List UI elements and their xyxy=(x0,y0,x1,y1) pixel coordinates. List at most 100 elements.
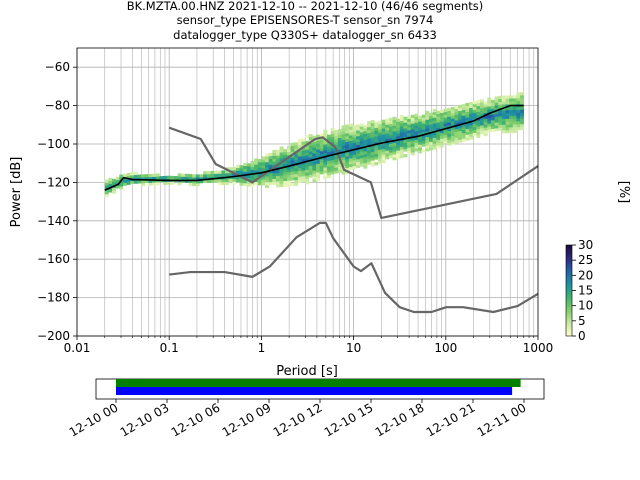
density-cell xyxy=(465,108,470,112)
density-cell xyxy=(286,177,291,181)
density-cell xyxy=(363,162,368,166)
density-cell xyxy=(148,176,153,180)
density-cell xyxy=(363,153,368,158)
density-cell xyxy=(294,179,299,183)
density-cell xyxy=(505,127,510,131)
density-cell xyxy=(316,154,320,159)
density-cell xyxy=(494,125,499,129)
density-cell xyxy=(305,135,310,139)
density-cell xyxy=(345,138,350,143)
density-cell xyxy=(370,145,375,150)
density-cell xyxy=(279,169,284,173)
density-cell xyxy=(312,150,317,154)
timeline-tick-label: 12-10 06 xyxy=(169,400,223,439)
density-cell xyxy=(425,125,430,129)
density-cell xyxy=(312,176,317,180)
density-cell xyxy=(512,126,517,131)
density-cell xyxy=(494,119,499,123)
density-cell xyxy=(483,130,488,134)
density-cell xyxy=(476,131,481,136)
density-cell xyxy=(254,158,259,162)
density-cell xyxy=(454,114,459,118)
density-cell xyxy=(337,160,342,164)
density-cell xyxy=(436,130,441,135)
density-cell xyxy=(283,172,288,176)
density-cell xyxy=(112,178,116,183)
density-cell xyxy=(469,101,474,106)
density-cell xyxy=(512,101,517,105)
density-cell xyxy=(414,125,419,129)
density-cell xyxy=(458,130,463,134)
density-cell xyxy=(305,163,310,168)
density-cell xyxy=(301,167,306,171)
density-cell xyxy=(133,180,138,184)
density-cell xyxy=(188,174,193,178)
density-cell xyxy=(348,166,353,170)
density-cell xyxy=(476,105,481,110)
density-cell xyxy=(308,142,313,146)
density-cell xyxy=(301,141,306,145)
density-cell xyxy=(275,181,280,185)
density-cell xyxy=(385,124,390,128)
density-cell xyxy=(265,167,269,171)
density-cell xyxy=(414,142,419,146)
density-cell xyxy=(283,177,288,182)
density-cell xyxy=(370,160,375,164)
density-cell xyxy=(381,145,386,149)
density-cell xyxy=(257,179,262,183)
density-cell xyxy=(483,121,488,125)
density-cell xyxy=(410,117,415,121)
timeline-tick-label: 12-10 18 xyxy=(373,400,427,439)
density-cell xyxy=(367,124,371,128)
density-cell xyxy=(155,173,160,177)
density-cell xyxy=(385,121,390,125)
density-cell xyxy=(432,111,437,115)
density-cell xyxy=(370,125,375,129)
density-cell xyxy=(192,177,197,181)
density-cell xyxy=(224,170,229,174)
density-cell xyxy=(447,142,452,146)
density-cell xyxy=(297,176,302,180)
density-cell xyxy=(261,182,266,186)
density-cell xyxy=(290,168,295,172)
x-axis-label: Period [s] xyxy=(276,364,338,379)
density-cell xyxy=(275,149,280,153)
density-cell xyxy=(290,157,295,161)
density-cell xyxy=(403,145,408,149)
density-cell xyxy=(509,115,514,119)
density-cell xyxy=(421,131,426,136)
density-cell xyxy=(345,156,350,160)
timeline-tick-label: 12-10 12 xyxy=(271,400,325,439)
density-cell xyxy=(374,121,379,126)
density-cell xyxy=(425,110,430,115)
density-cell xyxy=(483,118,488,122)
density-cell xyxy=(407,118,412,122)
density-cell xyxy=(297,150,302,154)
density-cell xyxy=(458,110,463,114)
density-cell xyxy=(399,134,404,139)
density-cell xyxy=(261,179,266,183)
density-cell xyxy=(377,138,382,142)
density-cell xyxy=(188,176,193,181)
density-cell xyxy=(399,152,404,156)
density-cell xyxy=(243,180,248,184)
density-cell xyxy=(509,129,514,134)
density-cell xyxy=(243,162,248,167)
density-cell xyxy=(294,153,299,158)
density-cell xyxy=(414,113,419,117)
density-cell xyxy=(141,180,146,184)
density-cell xyxy=(447,139,452,143)
density-cell xyxy=(509,112,514,116)
density-cell xyxy=(348,161,353,165)
density-cell xyxy=(312,158,317,163)
density-cell xyxy=(509,98,514,102)
density-cell xyxy=(184,173,189,178)
density-cell xyxy=(414,136,419,140)
density-cell xyxy=(439,124,444,128)
density-cell xyxy=(177,176,182,180)
density-cell xyxy=(319,162,324,166)
density-cell xyxy=(436,139,441,143)
density-cell xyxy=(265,161,269,166)
density-cell xyxy=(301,170,306,174)
density-cell xyxy=(443,137,448,141)
